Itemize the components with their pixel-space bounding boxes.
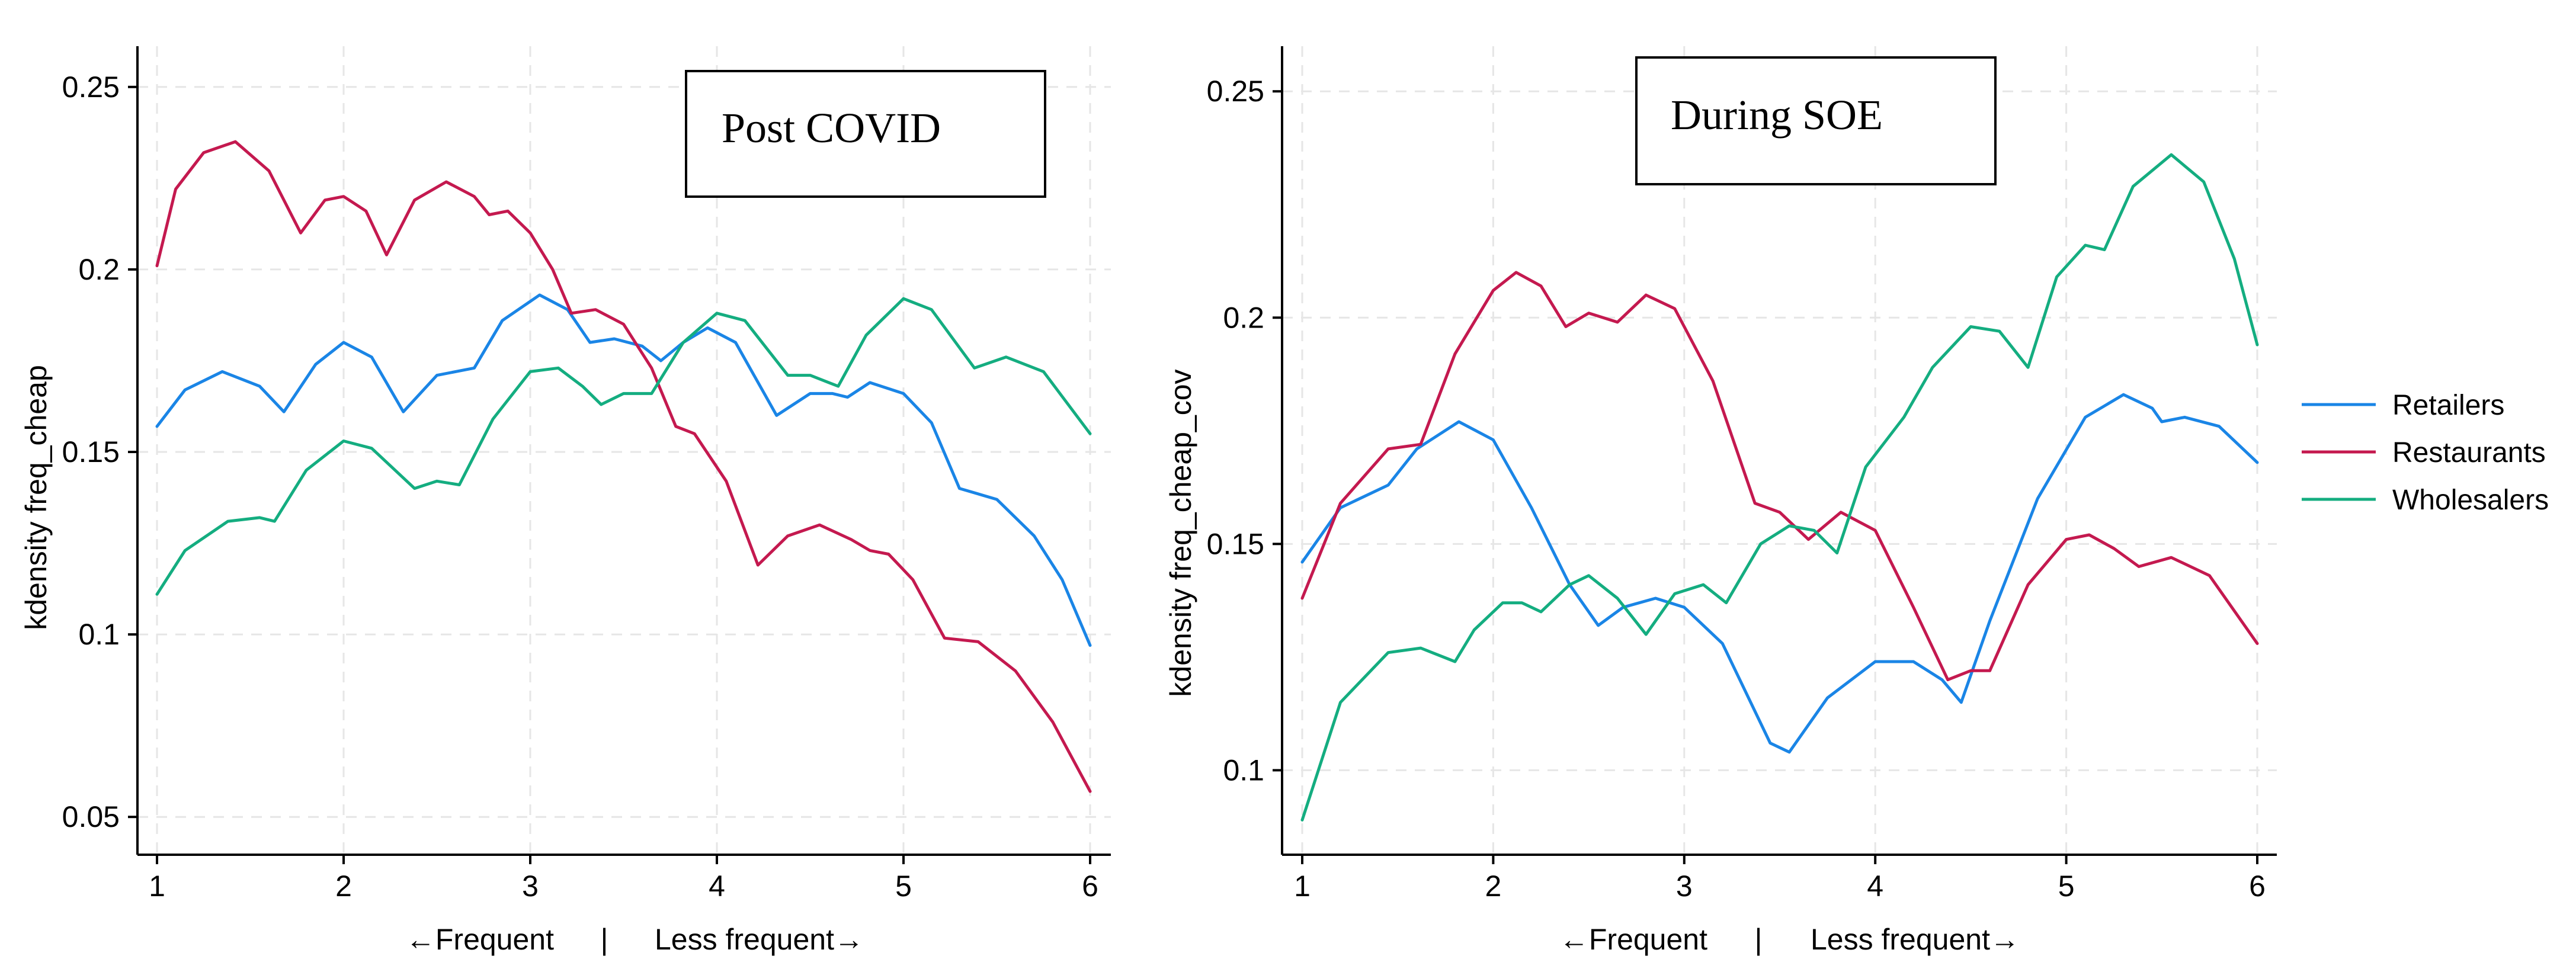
x-tick-label: 5 <box>2058 870 2075 903</box>
series-lines <box>155 140 1092 793</box>
x-tick-label: 6 <box>1082 870 1098 903</box>
grid <box>137 46 1111 855</box>
annotation-text: During SOE <box>1671 91 1883 139</box>
legend-label: Wholesalers <box>2392 485 2549 516</box>
y-tick-labels: 0.05 0.1 0.15 0.2 0.25 <box>62 70 120 833</box>
y-tick-label: 0.25 <box>62 70 120 104</box>
x-tick-labels: 1 2 3 4 5 6 <box>1294 870 2266 903</box>
axes <box>1273 46 2277 864</box>
x-axis-title-separator: | <box>601 923 608 956</box>
x-tick-label: 1 <box>149 870 165 903</box>
x-axis-title-left: ←Frequent <box>406 923 554 956</box>
y-tick-label: 0.15 <box>1207 527 1264 560</box>
y-tick-label: 0.2 <box>1223 301 1264 334</box>
legend-label: Restaurants <box>2392 437 2546 469</box>
legend-item-wholesalers: Wholesalers <box>2302 485 2549 516</box>
series-line-wholesalers <box>1300 153 2259 822</box>
series-line-retailers <box>1300 393 2259 754</box>
legend-item-restaurants: Restaurants <box>2302 437 2546 469</box>
series-line-restaurants <box>1300 271 2259 682</box>
series-lines <box>1300 153 2259 822</box>
y-tick-label: 0.1 <box>78 618 120 651</box>
x-axis-title: ←Frequent | Less frequent→ <box>406 923 864 956</box>
y-axis-title: kdensity freq_cheap_cov <box>1164 369 1197 697</box>
x-tick-labels: 1 2 3 4 5 6 <box>149 870 1098 903</box>
y-tick-label: 0.1 <box>1223 753 1264 787</box>
y-axis-title: kdensity freq_cheap <box>20 365 53 630</box>
y-tick-label: 0.15 <box>62 435 120 469</box>
during-soe-chart: 0.1 0.15 0.2 0.25 1 2 3 4 5 6 kdensity freq_chea… <box>1164 46 2277 956</box>
series-line-retailers <box>155 293 1092 647</box>
x-tick-label: 2 <box>1485 870 1501 903</box>
post-covid-chart: 0.05 0.1 0.15 0.2 0.25 1 2 3 4 5 6 kdensity freq_… <box>20 46 1111 956</box>
series-line-wholesalers <box>155 297 1092 596</box>
x-axis-title: ←Frequent | Less frequent→ <box>1559 923 2020 956</box>
y-tick-labels: 0.1 0.15 0.2 0.25 <box>1207 75 1264 787</box>
x-tick-label: 6 <box>2249 870 2266 903</box>
x-axis-title-right: Less frequent→ <box>1811 923 2020 956</box>
annotation-frame <box>1635 56 1997 185</box>
x-tick-label: 1 <box>1294 870 1311 903</box>
legend-label: Retailers <box>2392 390 2504 421</box>
x-tick-label: 2 <box>335 870 352 903</box>
x-tick-label: 5 <box>895 870 912 903</box>
y-tick-label: 0.05 <box>62 800 120 833</box>
series-line-restaurants <box>155 140 1092 793</box>
y-tick-label: 0.25 <box>1207 75 1264 108</box>
y-tick-label: 0.2 <box>78 253 120 286</box>
annotation-text: Post COVID <box>722 104 941 152</box>
annotation-box: Post COVID <box>685 70 1046 198</box>
x-tick-label: 3 <box>522 870 539 903</box>
x-axis-title-separator: | <box>1755 923 1763 956</box>
legend-item-retailers: Retailers <box>2302 390 2504 421</box>
x-tick-label: 4 <box>709 870 725 903</box>
x-tick-label: 4 <box>1867 870 1883 903</box>
legend: Retailers Restaurants Wholesalers <box>2302 390 2549 516</box>
x-axis-title-left: ←Frequent <box>1559 923 1707 956</box>
annotation-frame <box>685 70 1046 198</box>
x-tick-label: 3 <box>1676 870 1693 903</box>
x-axis-title-right: Less frequent→ <box>655 923 864 956</box>
axes <box>128 46 1111 864</box>
annotation-box: During SOE <box>1635 56 1997 185</box>
